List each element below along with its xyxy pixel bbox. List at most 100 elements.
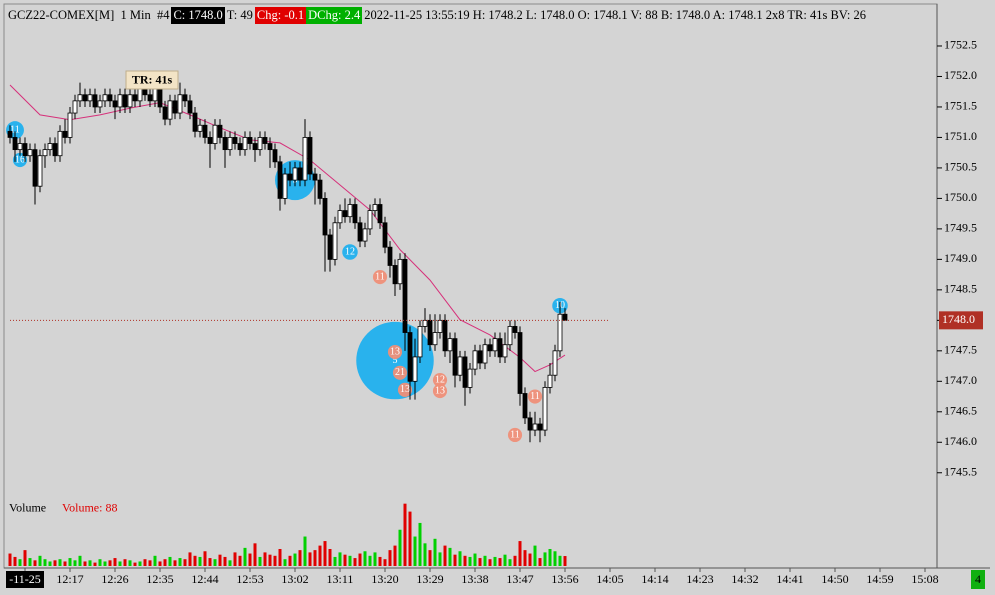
volume-bar xyxy=(363,551,367,566)
volume-bar xyxy=(368,555,372,566)
candle-body xyxy=(382,222,388,248)
volume-bar xyxy=(503,554,507,566)
y-tick-label: 1749.5 xyxy=(944,221,977,235)
volume-bar xyxy=(413,536,417,566)
volume-bar xyxy=(243,547,247,566)
volume-bar xyxy=(28,558,32,566)
candle-body xyxy=(362,228,368,242)
x-tick-label: 14:14 xyxy=(641,572,668,586)
volume-bar xyxy=(178,558,182,566)
volume-bar xyxy=(188,552,192,566)
candle-body xyxy=(427,319,433,346)
y-tick-label: 1751.5 xyxy=(944,99,977,113)
candle-body xyxy=(92,94,98,108)
bubble-label: 11 xyxy=(10,124,20,135)
volume-bar xyxy=(438,552,442,566)
candle-body xyxy=(482,344,488,364)
candle-body xyxy=(12,137,18,151)
candle-body xyxy=(547,374,553,388)
bubble xyxy=(397,382,413,397)
volume-bar xyxy=(228,560,232,566)
x-tick-label: 12:26 xyxy=(101,572,128,586)
x-tick-label: 13:47 xyxy=(506,572,533,586)
volume-bar xyxy=(163,559,167,566)
volume-bar xyxy=(448,547,452,566)
candle-body xyxy=(422,319,428,327)
candle-body xyxy=(202,124,208,138)
bubble-label: 12 xyxy=(345,246,355,257)
candle-body xyxy=(62,130,68,138)
moving-average xyxy=(9,84,566,373)
volume-bar xyxy=(108,560,112,566)
candle-body xyxy=(327,234,333,260)
volume-bar xyxy=(68,558,72,566)
details: 2022-11-25 13:55:19 H: 1748.2 L: 1748.0 … xyxy=(364,7,866,22)
symbol: GCZ22-COMEX[M] 1 Min #4 xyxy=(8,7,170,22)
volume-bar xyxy=(48,561,52,566)
candle-body xyxy=(317,179,323,199)
volume-bar xyxy=(378,556,382,566)
y-tick-label: 1748.5 xyxy=(944,282,977,296)
close-box: C: 1748.0 xyxy=(171,6,225,24)
candle-body xyxy=(537,423,543,431)
candle-body xyxy=(57,130,63,157)
candle-body xyxy=(562,313,568,321)
candle-body xyxy=(402,258,408,333)
candle-body xyxy=(472,350,478,370)
candle-body xyxy=(42,149,48,157)
candle-body xyxy=(387,246,393,266)
candle-body xyxy=(492,338,498,352)
candle-body xyxy=(557,313,563,352)
day-change-box: DChg: 2.4 xyxy=(306,6,363,24)
volume-bar xyxy=(298,550,302,566)
candle-body xyxy=(252,143,258,151)
candle-body xyxy=(177,94,183,114)
axis-layer: 1745.5 1746.0 1746.5 1747.0 1747.5 1748.0 1748… xyxy=(6,38,983,588)
bubble xyxy=(432,373,448,388)
x-tick-label: 12:35 xyxy=(146,572,173,586)
candle-body xyxy=(87,94,93,102)
candle-body xyxy=(467,368,473,388)
y-tick-label: 1746.0 xyxy=(944,434,977,448)
volume-bar xyxy=(528,553,532,566)
change-box: Chg: -0.1 xyxy=(254,6,307,24)
bubble xyxy=(507,427,523,443)
volume-bar xyxy=(358,553,362,566)
candle-body xyxy=(272,149,278,163)
volume-bar xyxy=(93,562,97,566)
candle-body xyxy=(172,100,178,114)
volume-bar xyxy=(153,555,157,566)
volume-layer xyxy=(8,503,567,566)
y-tick-label: 1747.0 xyxy=(944,373,977,387)
volume-bar xyxy=(328,549,332,566)
bubble xyxy=(372,269,388,285)
candle-body xyxy=(32,149,38,187)
candle-body xyxy=(217,124,223,138)
bubble-label: 11 xyxy=(375,271,385,282)
volume-bar xyxy=(193,555,197,566)
candle-body xyxy=(187,100,193,114)
x-tick-label: 14:23 xyxy=(686,572,713,586)
candle-body xyxy=(462,356,468,388)
bubble-label: 12 xyxy=(435,374,445,385)
candle-body xyxy=(137,88,143,102)
volume-bar xyxy=(408,511,412,566)
volume-bar xyxy=(548,549,552,566)
candle-body xyxy=(407,332,413,382)
volume-bar xyxy=(103,561,107,566)
volume-bar xyxy=(508,559,512,566)
volume-bar xyxy=(533,545,537,566)
volume-bar xyxy=(493,556,497,566)
volume-bar xyxy=(273,555,277,566)
candle-body xyxy=(322,198,328,236)
candle-body xyxy=(247,137,253,144)
candle-body xyxy=(512,326,518,333)
candle-body xyxy=(337,210,343,224)
volume-bar xyxy=(218,554,222,566)
y-tick-label: 1746.5 xyxy=(944,404,977,418)
volume-bar xyxy=(468,556,472,566)
candle-body xyxy=(277,161,283,199)
volume-bar xyxy=(268,554,272,566)
volume-bar xyxy=(388,550,392,566)
bubble-label: 13 xyxy=(390,346,400,357)
